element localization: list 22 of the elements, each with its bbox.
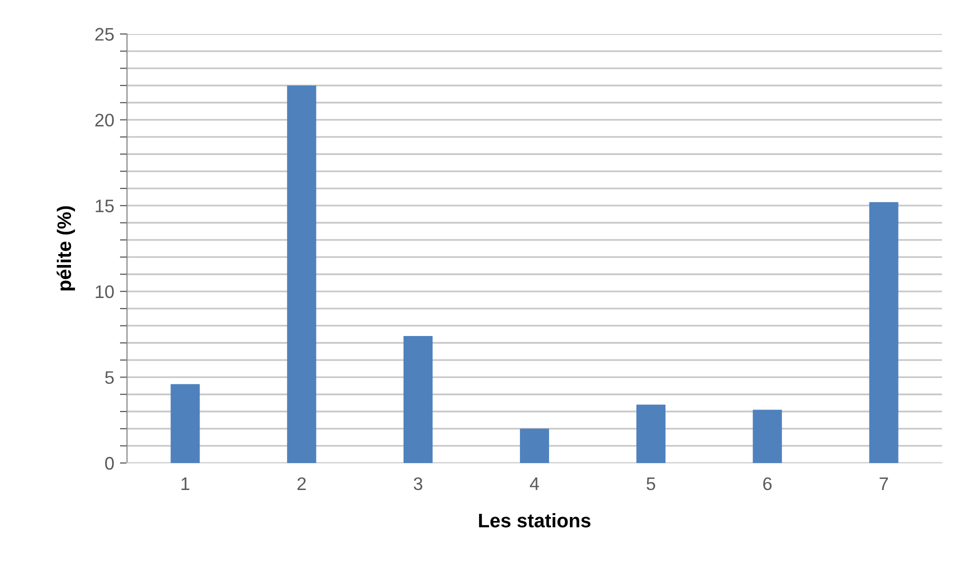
bar [287, 85, 316, 463]
bar [170, 384, 200, 463]
y-tick-label: 25 [95, 28, 114, 41]
x-tick-label: 1 [182, 478, 190, 490]
y-tick-label: 20 [95, 114, 114, 127]
x-tick-label: 7 [880, 478, 888, 490]
y-tick-label: 10 [96, 285, 114, 298]
x-tick-label: 3 [414, 477, 422, 490]
y-axis-title: pélite (%) [56, 206, 75, 290]
x-tick-label: 5 [646, 478, 656, 490]
x-axis-title: Les stations [479, 513, 590, 528]
bar [636, 404, 666, 463]
bar [752, 410, 782, 463]
y-tick-label: 15 [96, 200, 114, 212]
bar [404, 336, 433, 463]
y-tick-label: 5 [105, 371, 114, 384]
x-tick-label: 6 [763, 477, 772, 490]
x-tick-label: 4 [530, 478, 539, 490]
y-tick-label: 0 [105, 456, 114, 470]
bar [869, 202, 898, 463]
bar [520, 428, 550, 463]
x-tick-label: 2 [298, 477, 306, 490]
